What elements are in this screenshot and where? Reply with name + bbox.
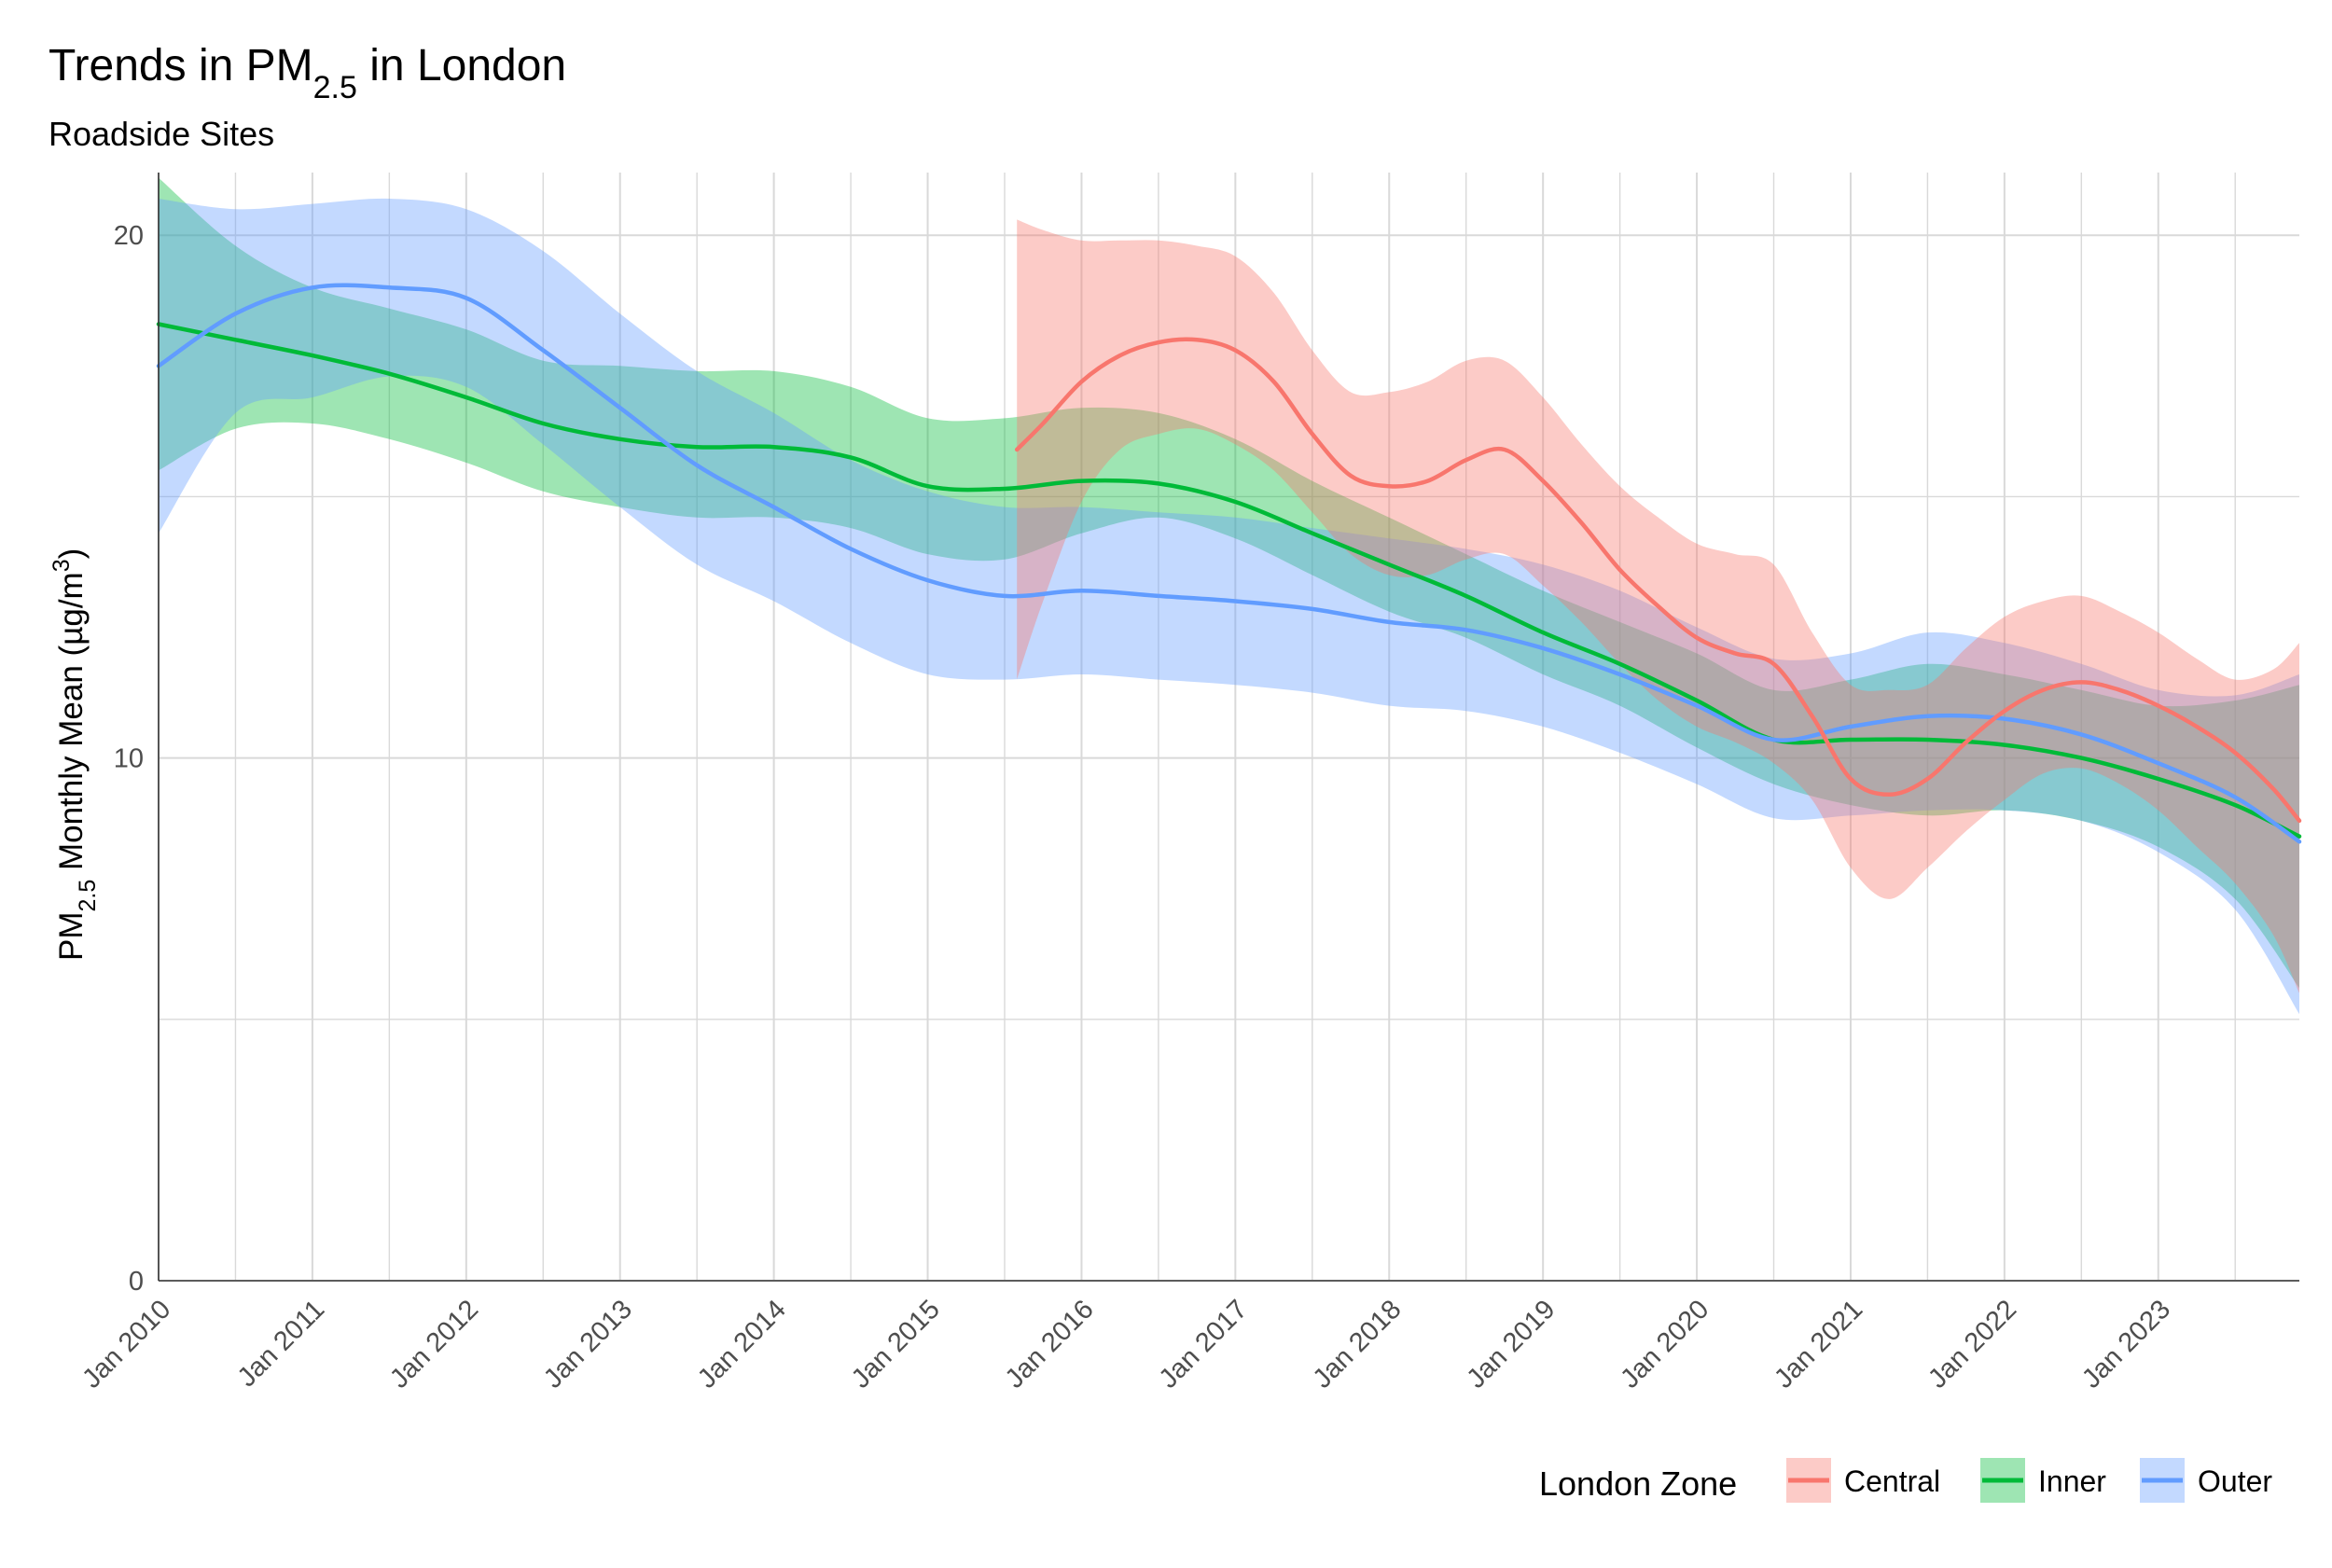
legend-title: London Zone [1539, 1464, 1737, 1503]
x-tick-label-2020: Jan 2020 [1615, 1295, 1714, 1395]
x-tick-label-2018: Jan 2018 [1308, 1295, 1408, 1395]
legend-label-inner: Inner [2038, 1464, 2106, 1498]
y-tick-label-20: 20 [114, 221, 144, 251]
band-outer [159, 198, 2299, 1015]
x-tick-label-2010: Jan 2010 [76, 1295, 176, 1395]
line-central [1014, 337, 2302, 824]
x-tick-label-2012: Jan 2012 [384, 1295, 484, 1395]
x-tick-label-2023: Jan 2023 [2076, 1295, 2176, 1395]
chart-subtitle: Roadside Sites [49, 115, 274, 153]
x-tick-label-2013: Jan 2013 [538, 1295, 638, 1395]
x-tick-label-2011: Jan 2011 [232, 1295, 330, 1393]
line-inner [156, 322, 2302, 839]
legend-label-outer: Outer [2198, 1464, 2272, 1498]
line-outer [156, 283, 2302, 844]
y-axis-title: PM2.5 Monthly Mean (µg/m3) [49, 548, 101, 961]
y-tick-labels: 0 10 20 [114, 221, 144, 1297]
legend-item-inner: Inner [1980, 1458, 2106, 1503]
x-tick-label-2014: Jan 2014 [692, 1295, 792, 1395]
legend: London Zone Central Inner Outer [1539, 1458, 2272, 1503]
chart-title: Trends in PM2.5 in London [49, 41, 566, 105]
x-tick-label-2016: Jan 2016 [1000, 1295, 1100, 1395]
x-tick-label-2015: Jan 2015 [846, 1295, 946, 1395]
legend-item-outer: Outer [2140, 1458, 2272, 1503]
legend-item-central: Central [1786, 1458, 1940, 1503]
y-tick-label-10: 10 [114, 744, 144, 774]
axes [158, 173, 2299, 1282]
x-tick-labels: Jan 2010 Jan 2011 Jan 2012 Jan 2013 Jan 2014… [76, 1295, 2176, 1395]
legend-label-central: Central [1844, 1464, 1940, 1498]
y-tick-label-0: 0 [129, 1267, 144, 1297]
band-inner [159, 177, 2299, 989]
x-tick-label-2021: Jan 2021 [1769, 1295, 1868, 1395]
series-lines [156, 283, 2302, 844]
x-tick-label-2019: Jan 2019 [1461, 1295, 1561, 1395]
x-tick-label-2017: Jan 2017 [1154, 1295, 1254, 1395]
x-tick-label-2022: Jan 2022 [1923, 1295, 2022, 1395]
